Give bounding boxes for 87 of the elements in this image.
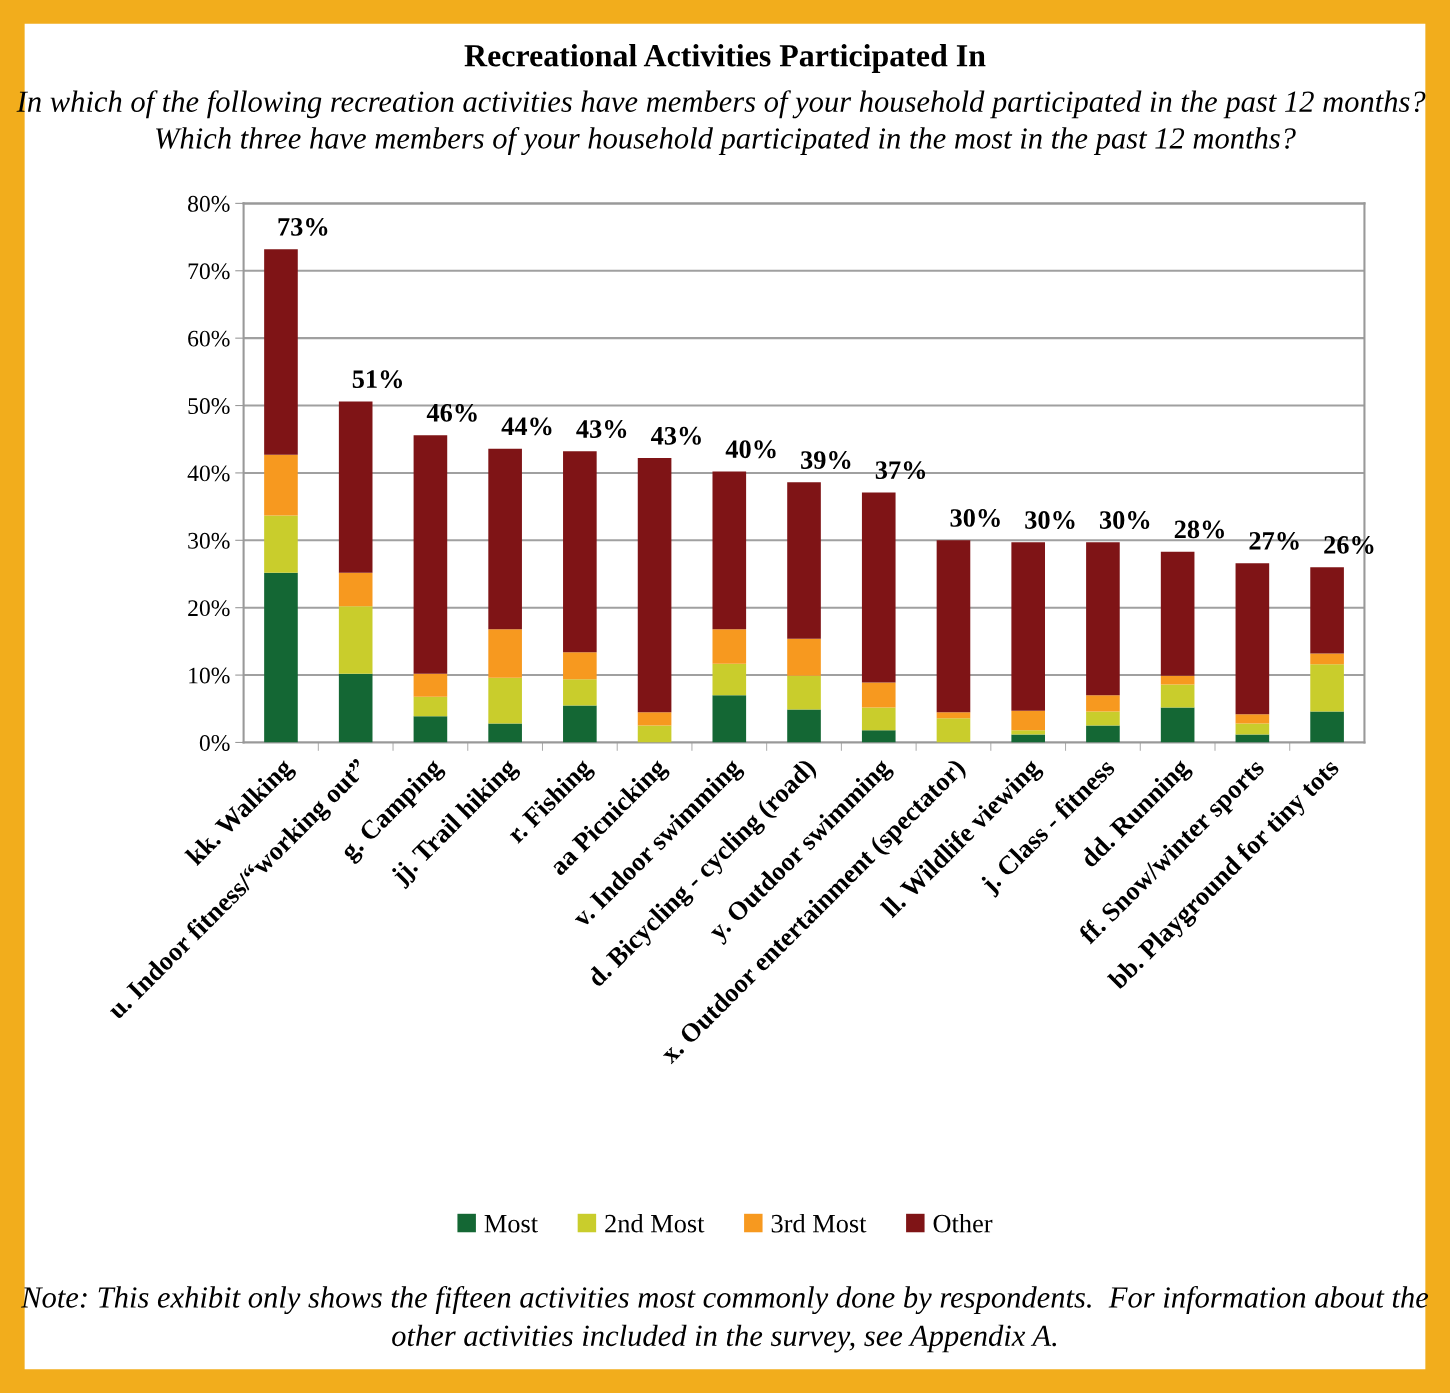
- bar: [1235, 734, 1270, 743]
- bar: [563, 451, 597, 653]
- total-label: 51%: [352, 370, 403, 389]
- total-label: 30%: [1099, 511, 1150, 529]
- total-label: 43%: [576, 420, 627, 438]
- total-label: 44%: [501, 417, 552, 436]
- y-tick-label: 10%: [189, 667, 230, 684]
- bar: [1160, 707, 1195, 743]
- y-tick-label: 0%: [199, 734, 230, 751]
- total-label: 28%: [1174, 520, 1224, 539]
- bar: [264, 454, 298, 516]
- bar: [861, 730, 896, 743]
- bar: [861, 707, 896, 731]
- total-label: 39%: [801, 451, 851, 469]
- bar: [1310, 653, 1344, 665]
- bar: [861, 682, 896, 708]
- y-tick-label: 80%: [188, 195, 230, 212]
- bar: [413, 716, 448, 743]
- total-label: 43%: [650, 426, 701, 445]
- total-label: 26%: [1324, 536, 1374, 554]
- bar: [1235, 714, 1270, 724]
- chart-title: Recreational Activities Participated In: [464, 44, 986, 73]
- legend-label: Other: [933, 1213, 993, 1233]
- total-label: 27%: [1249, 531, 1299, 550]
- bar: [264, 515, 298, 573]
- bar: [264, 249, 298, 455]
- bar: [1235, 563, 1270, 715]
- bar: [1011, 542, 1046, 711]
- total-label: 30%: [1025, 511, 1075, 529]
- bar: [787, 675, 821, 710]
- bar: [338, 673, 373, 743]
- bar: [712, 471, 747, 630]
- bar: [1310, 664, 1344, 712]
- bar: [1160, 684, 1195, 708]
- bar: [712, 695, 747, 743]
- y-tick-label: 60%: [188, 330, 230, 347]
- bar: [1011, 730, 1046, 735]
- bar: [1160, 675, 1195, 685]
- total-label: 40%: [725, 440, 776, 459]
- bar: [264, 572, 298, 743]
- bar: [637, 725, 672, 743]
- bar: [1235, 723, 1270, 735]
- total-label: 30%: [950, 509, 1000, 527]
- bar: [413, 435, 448, 674]
- bar: [637, 712, 672, 726]
- bar: [1310, 567, 1344, 654]
- bar: [563, 652, 597, 680]
- bar: [338, 606, 373, 674]
- bar: [488, 723, 522, 743]
- bar: [712, 629, 747, 664]
- bar: [1011, 734, 1046, 743]
- y-tick-label: 20%: [188, 600, 230, 617]
- legend-label: Most: [484, 1214, 538, 1233]
- bar: [936, 712, 971, 719]
- bar: [712, 663, 747, 696]
- total-label: 37%: [875, 461, 926, 480]
- bar: [1086, 711, 1120, 726]
- total-label: 73%: [278, 217, 328, 236]
- legend-label: 3rd Most: [771, 1213, 867, 1233]
- bar: [1310, 711, 1344, 743]
- bar: [936, 540, 971, 713]
- bar: [936, 718, 971, 743]
- bar: [563, 679, 597, 706]
- bar: [488, 677, 522, 724]
- bar: [787, 482, 821, 639]
- bar: [413, 696, 448, 717]
- y-tick-label: 70%: [188, 263, 230, 280]
- total-label: 46%: [426, 403, 477, 422]
- bar: [787, 638, 821, 676]
- y-tick-label: 50%: [188, 398, 230, 415]
- bar: [787, 709, 821, 743]
- bar: [338, 572, 373, 607]
- bar: [1086, 695, 1120, 712]
- bar: [1086, 725, 1120, 743]
- bar: [1086, 542, 1120, 696]
- bar: [861, 492, 896, 683]
- bar: [637, 458, 672, 713]
- legend-label: 2nd Most: [605, 1213, 705, 1233]
- y-tick-label: 40%: [187, 465, 230, 482]
- bar: [1160, 551, 1195, 676]
- bar: [488, 629, 522, 678]
- bar: [563, 705, 597, 743]
- bar: [1011, 710, 1046, 731]
- bar: [413, 673, 448, 697]
- bar: [488, 448, 522, 630]
- y-tick-label: 30%: [188, 532, 230, 549]
- bar: [338, 401, 373, 573]
